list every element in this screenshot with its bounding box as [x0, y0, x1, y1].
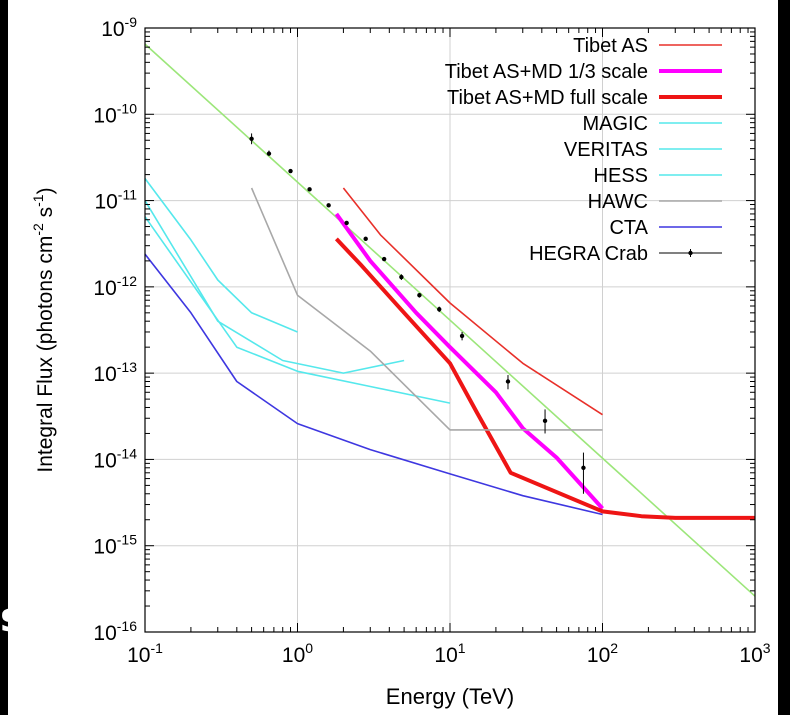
x-tick-label: 10-1: [127, 640, 163, 667]
series-hess-line: [144, 216, 451, 404]
chart-background: [8, 0, 778, 715]
y-tick-label: 10-13: [93, 359, 137, 386]
series-hegra-crab-point: [399, 274, 404, 280]
series-hegra-crab-point: [381, 256, 387, 262]
series-hegra-crab-point: [581, 465, 586, 470]
series-hegra-crab-point: [344, 220, 349, 226]
x-axis-label: Energy (TeV): [386, 684, 514, 709]
series-hegra-crab-point: [266, 151, 272, 156]
series-group: [144, 43, 756, 597]
legend-label: Tibet AS+MD 1/3 scale: [445, 61, 648, 83]
series-hegra-crab-point: [542, 418, 548, 424]
x-tick-label: 101: [434, 640, 465, 667]
legend-swatch-hegra-crab-point: [688, 250, 693, 256]
series-hegra-crab-point: [288, 168, 293, 174]
y-tick-label: 10-14: [93, 445, 137, 472]
legend-label: HESS: [594, 165, 648, 187]
series-hegra-crab-point: [505, 379, 511, 384]
legend-label: Tibet AS: [573, 35, 648, 57]
legend-label: VERITAS: [564, 139, 648, 161]
series-cta-line: [144, 253, 603, 516]
x-tick-label: 102: [587, 640, 618, 667]
legend-label: Tibet AS+MD full scale: [447, 87, 648, 109]
axis-ticks: 10-1 100 101 102 103 10-16 10-15 10-14 10-13 10-1…: [93, 14, 770, 667]
x-tick-label: 100: [282, 640, 313, 667]
series-magic-line: [144, 178, 298, 333]
grid: [145, 28, 755, 632]
legend-label: MAGIC: [582, 113, 648, 135]
legend-label: HAWC: [588, 191, 648, 213]
y-tick-label: 10-11: [94, 187, 137, 214]
y-tick-label: 10-12: [93, 273, 137, 300]
legend-label: CTA: [609, 217, 648, 239]
series-hegra-crab-point: [249, 136, 254, 141]
series-hawc-line: [250, 187, 603, 431]
series-hegra-crab-point: [363, 236, 368, 242]
y-tick-label: 10-15: [93, 532, 137, 559]
series-hegra-crab-point: [437, 307, 442, 312]
series-hegra-crab-point: [307, 187, 312, 192]
series-power-law-fit-line: [144, 43, 756, 597]
series-hegra-crab-point: [459, 333, 465, 339]
series-tibet-as-md-1-3-scale-line: [334, 212, 604, 510]
series-hegra-crab-point: [417, 293, 422, 298]
series-tibet-as-line: [342, 187, 603, 416]
legend-label: HEGRA Crab: [529, 243, 648, 265]
y-axis-label: Integral Flux (photons cm-2 s-1): [30, 187, 57, 472]
y-axis-label-group: Integral Flux (photons cm-2 s-1): [30, 187, 57, 472]
y-tick-label: 10-9: [101, 14, 137, 41]
x-tick-label: 103: [739, 640, 770, 667]
y-tick-label: 10-10: [93, 100, 137, 127]
series-hegra-crab-point: [326, 203, 331, 208]
series-tibet-as-md-full-scale-line: [334, 237, 755, 520]
y-tick-label: 10-16: [93, 618, 137, 645]
legend: Tibet AS Tibet AS+MD 1/3 scale Tibet AS+MD…: [445, 35, 722, 265]
series-veritas-line: [144, 200, 405, 374]
